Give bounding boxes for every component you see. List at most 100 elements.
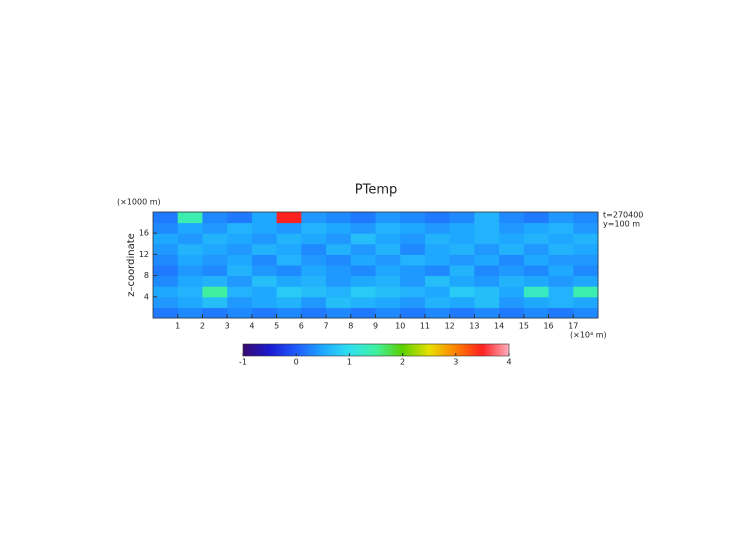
heatmap-cell (326, 265, 352, 277)
heatmap-cell (400, 233, 426, 245)
x-tick-label: 6 (299, 322, 304, 331)
heatmap-cell (400, 265, 426, 277)
heatmap-cell (474, 233, 500, 245)
heatmap-cell (153, 254, 179, 266)
colorbar-tick-label: -1 (239, 358, 247, 367)
heatmap-cell (251, 222, 278, 234)
colorbar (242, 343, 510, 357)
heatmap-cell (301, 286, 327, 298)
y-axis-label: z–coordinate (126, 233, 137, 297)
heatmap-cell (202, 265, 228, 277)
heatmap-cell (301, 212, 327, 224)
heatmap-cell (523, 233, 550, 245)
x-tick-label: 13 (469, 322, 479, 331)
colorbar-tick-label: 4 (506, 358, 511, 367)
heatmap-cell (326, 243, 352, 255)
heatmap-cell (350, 212, 376, 224)
x-tick-label: 3 (225, 322, 230, 331)
heatmap-cell (548, 275, 574, 287)
heatmap-cell (227, 286, 253, 298)
heatmap-cell (573, 265, 599, 277)
heatmap-cell (499, 265, 525, 277)
heatmap-cell (227, 254, 253, 266)
heatmap-cell (153, 212, 179, 224)
heatmap-cell (301, 222, 327, 234)
heatmap-cell (177, 233, 203, 245)
heatmap-cell (449, 275, 475, 287)
heatmap-cell (202, 275, 228, 287)
heatmap-cell (548, 265, 574, 277)
heatmap-cell (375, 296, 401, 308)
heatmap-cell (153, 222, 179, 234)
heatmap-cell (276, 275, 302, 287)
heatmap-cell (548, 212, 574, 224)
heatmap-cell (474, 275, 500, 287)
heatmap-cell (251, 254, 278, 266)
heatmap-cell (375, 254, 401, 266)
heatmap-cell (350, 307, 376, 319)
heatmap-cell (548, 243, 574, 255)
heatmap-cell (326, 222, 352, 234)
heatmap-cell (227, 243, 253, 255)
heatmap-cell (326, 212, 352, 224)
heatmap-cell (202, 222, 228, 234)
heatmap-cell (202, 307, 228, 319)
heatmap-cell (474, 296, 500, 308)
annotation: t=270400 (603, 211, 643, 220)
heatmap-cell (177, 307, 203, 319)
heatmap-cell (177, 275, 203, 287)
heatmap-cell (474, 212, 500, 224)
heatmap-cell (326, 233, 352, 245)
heatmap-cell (276, 307, 302, 319)
x-tick-label: 2 (200, 322, 205, 331)
heatmap-cell (276, 243, 302, 255)
heatmap-cell (499, 275, 525, 287)
heatmap-cell (276, 265, 302, 277)
heatmap-cell (573, 222, 599, 234)
heatmap-cell (424, 254, 451, 266)
heatmap-cell (326, 286, 352, 298)
heatmap-cell (375, 307, 401, 319)
heatmap-cell (523, 243, 550, 255)
heatmap-cell (523, 307, 550, 319)
heatmap-cell (326, 307, 352, 319)
heatmap-cell (499, 243, 525, 255)
heatmap-cell (573, 296, 599, 308)
heatmap-cell (251, 212, 278, 224)
y-tick-label: 8 (144, 271, 149, 280)
heatmap-cell (573, 233, 599, 245)
heatmap-cell (276, 233, 302, 245)
heatmap-cell (227, 233, 253, 245)
colorbar-tick-label: 1 (347, 358, 352, 367)
heatmap-cell (474, 307, 500, 319)
y-tick-label: 4 (144, 292, 149, 301)
heatmap-cell (523, 254, 550, 266)
annotation: y=100 m (603, 220, 640, 229)
heatmap-cell (153, 286, 179, 298)
heatmap-cell (474, 265, 500, 277)
heatmap-cell (449, 243, 475, 255)
heatmap-cell (499, 233, 525, 245)
heatmap-cell (301, 254, 327, 266)
heatmap-cell (276, 222, 302, 234)
heatmap-cell (227, 307, 253, 319)
heatmap-cell (276, 254, 302, 266)
heatmap-cell (202, 212, 228, 224)
heatmap-cell (424, 286, 451, 298)
colorbar-tick-label: 2 (400, 358, 405, 367)
heatmap-cell (375, 243, 401, 255)
heatmap-cell (202, 296, 228, 308)
heatmap-cell (350, 265, 376, 277)
heatmap-cell (251, 265, 278, 277)
heatmap-cell (375, 275, 401, 287)
heatmap-cell (153, 307, 179, 319)
heatmap-cell (251, 233, 278, 245)
heatmap-cell (350, 296, 376, 308)
heatmap-cell (227, 296, 253, 308)
x-tick-label: 9 (373, 322, 378, 331)
heatmap-cell (227, 222, 253, 234)
heatmap-cell (400, 222, 426, 234)
heatmap-cell (424, 212, 451, 224)
heatmap-cell (350, 233, 376, 245)
heatmap-cell (177, 296, 203, 308)
